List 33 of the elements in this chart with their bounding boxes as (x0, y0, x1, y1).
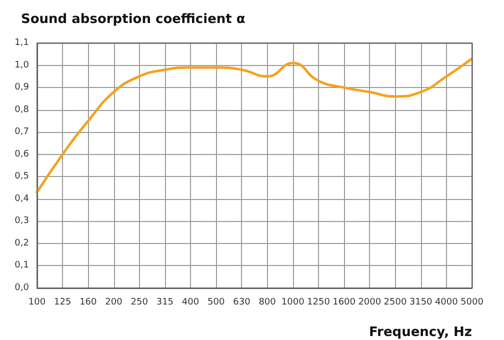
x-tick-label: 1250 (307, 298, 330, 308)
x-tick-label: 800 (258, 298, 276, 308)
y-tick-label: 0,2 (14, 238, 29, 248)
x-tick-label: 315 (156, 298, 174, 308)
y-tick-label: 0,6 (14, 149, 30, 160)
chart-title: Sound absorption coefficient α (21, 12, 246, 27)
x-tick-label: 5000 (460, 298, 484, 308)
x-tick-label: 1600 (332, 298, 356, 308)
y-tick-label: 0,9 (14, 82, 30, 93)
x-axis-title: Frequency, Hz (369, 325, 472, 340)
x-tick-label: 100 (28, 298, 46, 308)
x-tick-label: 2500 (384, 298, 407, 308)
y-tick-label: 1,1 (14, 38, 29, 48)
y-tick-label: 0,7 (14, 127, 29, 138)
x-tick-label: 630 (233, 298, 251, 308)
x-tick-label: 125 (54, 298, 72, 308)
x-tick-label: 400 (182, 298, 200, 308)
y-tick-label: 0,0 (14, 283, 30, 293)
y-tick-label: 0,4 (14, 194, 30, 204)
x-tick-label: 500 (208, 298, 225, 308)
y-tick-label: 1,0 (14, 60, 30, 70)
x-tick-label: 250 (130, 298, 148, 308)
x-tick-label: 200 (105, 298, 123, 308)
x-tick-label: 2000 (358, 298, 382, 308)
y-tick-label: 0,5 (14, 172, 29, 182)
x-tick-label: 3150 (409, 298, 433, 308)
line-series (36, 57, 474, 194)
y-tick-label: 0,1 (14, 260, 29, 271)
x-tick-label: 4000 (434, 298, 458, 308)
y-tick-label: 0,3 (14, 216, 29, 226)
x-tick-label: 160 (80, 298, 98, 308)
y-tick-label: 0,8 (14, 104, 30, 115)
x-tick-label: 1000 (281, 298, 305, 308)
